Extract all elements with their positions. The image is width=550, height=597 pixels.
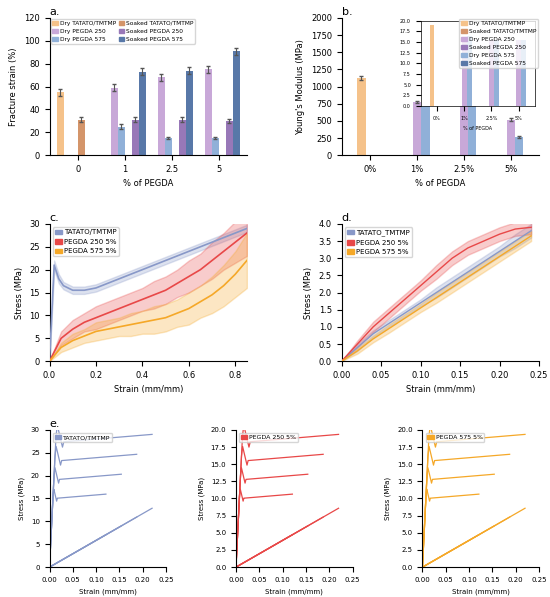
Bar: [421, 97, 430, 155]
Legend: Dry TATATO/TMTMP, Dry PEGDA 250, Dry PEGDA 575, Soaked TATATO/TMTMP, Soaked PEGD: Dry TATATO/TMTMP, Dry PEGDA 250, Dry PEG…: [51, 19, 195, 44]
X-axis label: Strain (mm/mm): Strain (mm/mm): [113, 386, 183, 395]
Bar: [111, 88, 118, 155]
Y-axis label: Fracture strain (%): Fracture strain (%): [9, 47, 19, 126]
Legend: TATATO/TMTMP, PEGDA 250 5%, PEGDA 575 5%: TATATO/TMTMP, PEGDA 250 5%, PEGDA 575 5%: [53, 227, 119, 257]
Text: a.: a.: [50, 7, 60, 17]
Text: e.: e.: [50, 419, 60, 429]
X-axis label: % of PEGDA: % of PEGDA: [123, 180, 173, 189]
Legend: PEGDA 575 5%: PEGDA 575 5%: [426, 433, 485, 442]
X-axis label: % of PEGDA: % of PEGDA: [415, 180, 465, 189]
Bar: [357, 78, 366, 155]
X-axis label: Strain (mm/mm): Strain (mm/mm): [452, 589, 510, 595]
Bar: [132, 120, 139, 155]
Y-axis label: Stress (MPa): Stress (MPa): [15, 266, 24, 319]
Bar: [412, 102, 421, 155]
Text: b.: b.: [342, 7, 352, 17]
Text: c.: c.: [50, 213, 59, 223]
Text: d.: d.: [342, 213, 353, 223]
Bar: [78, 120, 85, 155]
X-axis label: Strain (mm/mm): Strain (mm/mm): [405, 386, 475, 395]
Bar: [226, 121, 233, 155]
Y-axis label: Stress (MPa): Stress (MPa): [304, 266, 313, 319]
Y-axis label: Stress (MPa): Stress (MPa): [19, 477, 25, 520]
Legend: TATATO_TMTMP, PEGDA 250 5%, PEGDA 575 5%: TATATO_TMTMP, PEGDA 250 5%, PEGDA 575 5%: [345, 227, 412, 257]
Bar: [507, 119, 515, 155]
Bar: [179, 120, 186, 155]
X-axis label: Strain (mm/mm): Strain (mm/mm): [265, 589, 323, 595]
Bar: [233, 51, 240, 155]
Bar: [186, 70, 193, 155]
Bar: [158, 78, 164, 155]
Bar: [515, 137, 524, 155]
Legend: Dry TATATO/TMTMP, Soaked TATATO/TMTMP, Dry PEGDA 250, Soaked PEGDA 250, Dry PEGD: Dry TATATO/TMTMP, Soaked TATATO/TMTMP, D…: [459, 19, 538, 67]
Y-axis label: Stress (MPa): Stress (MPa): [199, 477, 205, 520]
Bar: [139, 72, 146, 155]
Legend: PEGDA 250 5%: PEGDA 250 5%: [239, 433, 298, 442]
Y-axis label: Stress (MPa): Stress (MPa): [385, 477, 392, 520]
Legend: TATATO/TMTMP: TATATO/TMTMP: [53, 433, 112, 442]
Bar: [118, 127, 125, 155]
Bar: [460, 103, 468, 155]
Bar: [468, 101, 476, 155]
Bar: [164, 138, 172, 155]
Y-axis label: Young's Modulus (MPa): Young's Modulus (MPa): [296, 39, 305, 134]
Bar: [205, 69, 212, 155]
Bar: [212, 138, 219, 155]
X-axis label: Strain (mm/mm): Strain (mm/mm): [79, 589, 137, 595]
Bar: [57, 93, 64, 155]
